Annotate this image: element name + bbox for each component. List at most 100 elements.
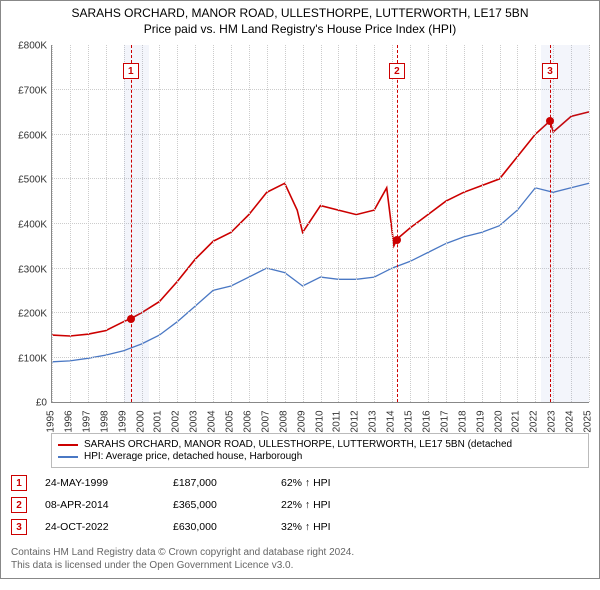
x-axis-label: 2009 <box>296 411 307 433</box>
gridline-v <box>410 45 411 402</box>
legend: SARAHS ORCHARD, MANOR ROAD, ULLESTHORPE,… <box>51 433 589 468</box>
y-axis-label: £0 <box>5 398 47 409</box>
x-axis-label: 2000 <box>135 411 146 433</box>
y-axis-label: £800K <box>5 41 47 52</box>
gridline-v <box>213 45 214 402</box>
x-axis-label: 2024 <box>565 411 576 433</box>
x-axis-label: 2017 <box>439 411 450 433</box>
x-axis-label: 2015 <box>404 411 415 433</box>
sale-row-marker: 1 <box>11 475 27 491</box>
x-axis-label: 2016 <box>421 411 432 433</box>
sale-row-relative: 62% ↑ HPI <box>281 477 589 489</box>
gridline-v <box>392 45 393 402</box>
x-axis-label: 2008 <box>278 411 289 433</box>
x-axis-label: 2006 <box>242 411 253 433</box>
x-axis-label: 2020 <box>493 411 504 433</box>
x-axis-label: 2023 <box>547 411 558 433</box>
gridline-v <box>464 45 465 402</box>
gridline-v <box>249 45 250 402</box>
x-axis-label: 1998 <box>99 411 110 433</box>
gridline-v <box>356 45 357 402</box>
title-line2: Price paid vs. HM Land Registry's House … <box>7 21 593 37</box>
gridline-v <box>446 45 447 402</box>
footer-line1: Contains HM Land Registry data © Crown c… <box>11 546 589 559</box>
legend-swatch <box>58 444 78 446</box>
x-axis-label: 2021 <box>511 411 522 433</box>
legend-item: SARAHS ORCHARD, MANOR ROAD, ULLESTHORPE,… <box>58 439 582 450</box>
sale-marker-line <box>550 45 551 402</box>
gridline-v <box>500 45 501 402</box>
plot-region: 1 2 3 <box>51 45 589 403</box>
chart-area: 123 £0£100K£200K£300K£400K£500K£600K£700… <box>1 39 599 429</box>
gridline-v <box>374 45 375 402</box>
sale-marker-box: 1 <box>123 63 139 79</box>
footer-line2: This data is licensed under the Open Gov… <box>11 559 589 572</box>
x-axis-label: 2012 <box>350 411 361 433</box>
sale-dot <box>393 236 401 244</box>
x-axis-label: 2025 <box>583 411 594 433</box>
gridline-v <box>231 45 232 402</box>
gridline-v <box>106 45 107 402</box>
x-axis-label: 2007 <box>260 411 271 433</box>
sale-row-price: £630,000 <box>173 521 263 533</box>
sale-row-price: £365,000 <box>173 499 263 511</box>
x-axis-label: 2018 <box>457 411 468 433</box>
sale-row: 208-APR-2014£365,00022% ↑ HPI <box>11 494 589 516</box>
sale-marker-box: 2 <box>389 63 405 79</box>
gridline-v <box>88 45 89 402</box>
x-axis-label: 1996 <box>63 411 74 433</box>
y-axis-label: £500K <box>5 175 47 186</box>
y-axis-label: £100K <box>5 353 47 364</box>
legend-label: SARAHS ORCHARD, MANOR ROAD, ULLESTHORPE,… <box>84 439 512 450</box>
gridline-v <box>177 45 178 402</box>
x-axis-label: 2004 <box>207 411 218 433</box>
sale-marker-box: 3 <box>542 63 558 79</box>
x-axis-label: 1995 <box>46 411 57 433</box>
legend-item: HPI: Average price, detached house, Harb… <box>58 451 582 462</box>
sale-row-date: 24-MAY-1999 <box>45 477 155 489</box>
sale-row-relative: 22% ↑ HPI <box>281 499 589 511</box>
gridline-v <box>589 45 590 402</box>
gridline-v <box>285 45 286 402</box>
sale-row-relative: 32% ↑ HPI <box>281 521 589 533</box>
gridline-v <box>517 45 518 402</box>
x-axis-label: 2014 <box>386 411 397 433</box>
legend-label: HPI: Average price, detached house, Harb… <box>84 451 302 462</box>
shaded-band <box>124 45 149 402</box>
sale-row-date: 08-APR-2014 <box>45 499 155 511</box>
y-axis-label: £300K <box>5 264 47 275</box>
sale-row-marker: 3 <box>11 519 27 535</box>
gridline-v <box>535 45 536 402</box>
title-line1: SARAHS ORCHARD, MANOR ROAD, ULLESTHORPE,… <box>7 5 593 21</box>
sale-marker-line <box>397 45 398 402</box>
sale-marker-line <box>131 45 132 402</box>
gridline-v <box>428 45 429 402</box>
x-axis-label: 2010 <box>314 411 325 433</box>
sale-dot <box>127 315 135 323</box>
y-axis-label: £200K <box>5 309 47 320</box>
sale-row-date: 24-OCT-2022 <box>45 521 155 533</box>
gridline-v <box>303 45 304 402</box>
title-block: SARAHS ORCHARD, MANOR ROAD, ULLESTHORPE,… <box>1 1 599 39</box>
shaded-band <box>541 45 589 402</box>
x-axis-label: 1997 <box>81 411 92 433</box>
sale-row-price: £187,000 <box>173 477 263 489</box>
gridline-v <box>321 45 322 402</box>
gridline-v <box>70 45 71 402</box>
x-axis-label: 2001 <box>153 411 164 433</box>
x-axis-label: 2011 <box>332 411 343 433</box>
sale-dot <box>546 117 554 125</box>
sale-row: 3 24-OCT-2022 £630,000 32% ↑ HPI <box>11 516 589 538</box>
y-axis-label: £400K <box>5 219 47 230</box>
x-axis-label: 2022 <box>529 411 540 433</box>
sale-row: 1 24-MAY-1999 £187,000 62% ↑ HPI <box>11 472 589 494</box>
gridline-v <box>338 45 339 402</box>
x-axis-label: 2003 <box>189 411 200 433</box>
gridline-v <box>482 45 483 402</box>
footer-attribution: Contains HM Land Registry data © Crown c… <box>1 542 599 578</box>
y-axis-label: £600K <box>5 130 47 141</box>
gridline-v <box>267 45 268 402</box>
x-axis-label: 2002 <box>171 411 182 433</box>
sales-table: 124-MAY-1999£187,00062% ↑ HPI208-APR-201… <box>11 472 589 538</box>
x-axis-label: 2005 <box>225 411 236 433</box>
